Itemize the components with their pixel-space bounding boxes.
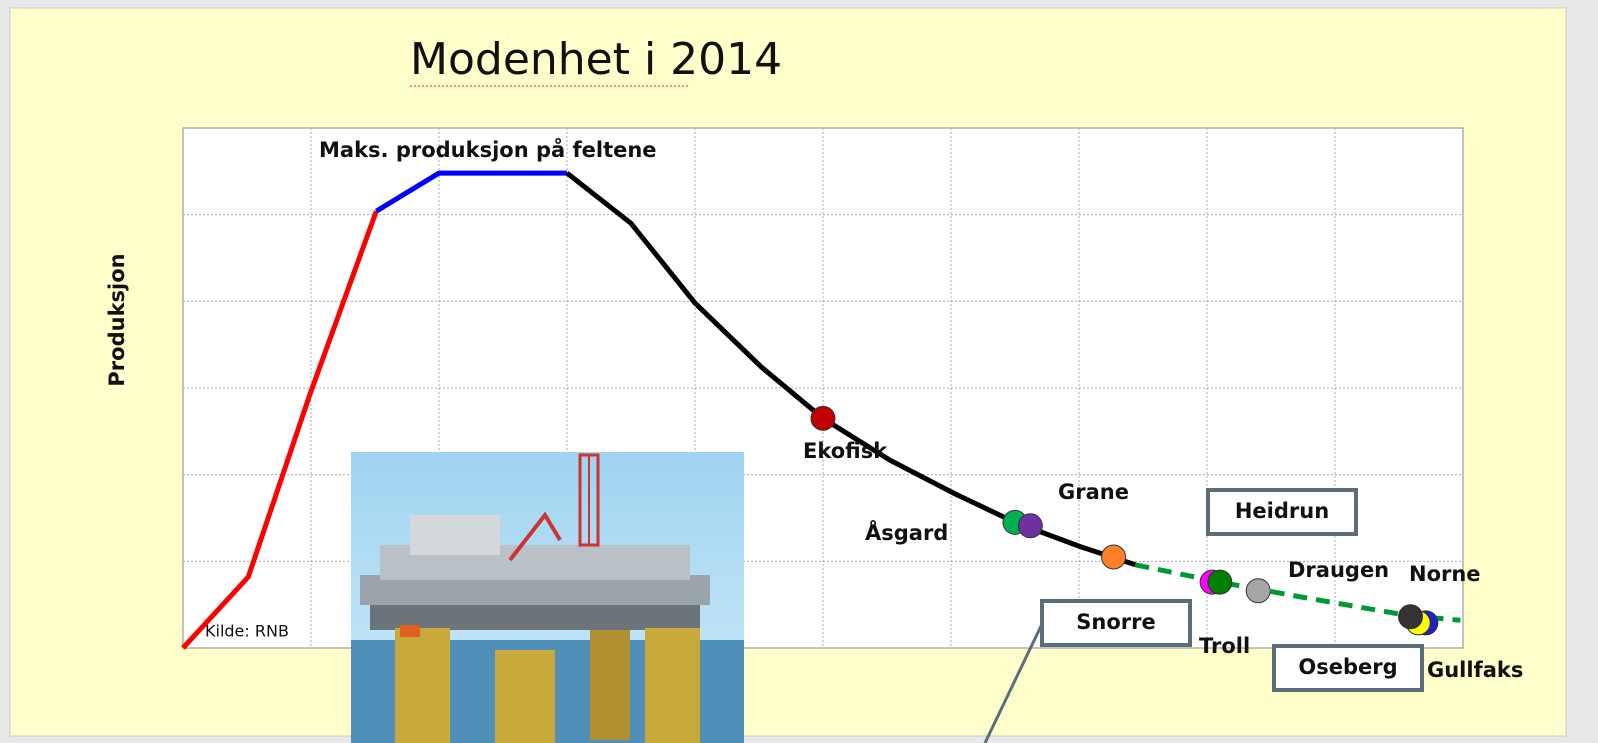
field-marker [1399, 605, 1423, 629]
field-label: Ekofisk [803, 439, 888, 463]
chart-title: Modenhet i 2014 [410, 34, 782, 85]
field-marker [811, 406, 835, 430]
field-marker [1102, 545, 1126, 569]
field-label: Åsgard [865, 520, 948, 545]
field-label: Draugen [1288, 558, 1389, 582]
boxed-label: Oseberg [1298, 655, 1397, 679]
rig-image [351, 452, 744, 743]
slide: Modenhet i 2014 Produksjon Maks. produks… [0, 0, 1598, 743]
field-label: Norne [1409, 562, 1481, 586]
boxed-label: Snorre [1076, 610, 1155, 634]
field-marker [1246, 579, 1270, 603]
source: Kilde: RNB [205, 622, 289, 641]
y-axis-label: Produksjon [105, 253, 129, 386]
boxed-label: Heidrun [1235, 499, 1329, 523]
field-marker [1208, 570, 1232, 594]
field-marker [1018, 514, 1042, 538]
field-label: Grane [1058, 480, 1129, 504]
field-label: Troll [1199, 634, 1250, 658]
field-label: Gullfaks [1427, 658, 1523, 682]
page: Modenhet i 2014 Produksjon Maks. produks… [0, 0, 1598, 743]
annotation: Maks. produksjon på feltene [319, 137, 657, 162]
